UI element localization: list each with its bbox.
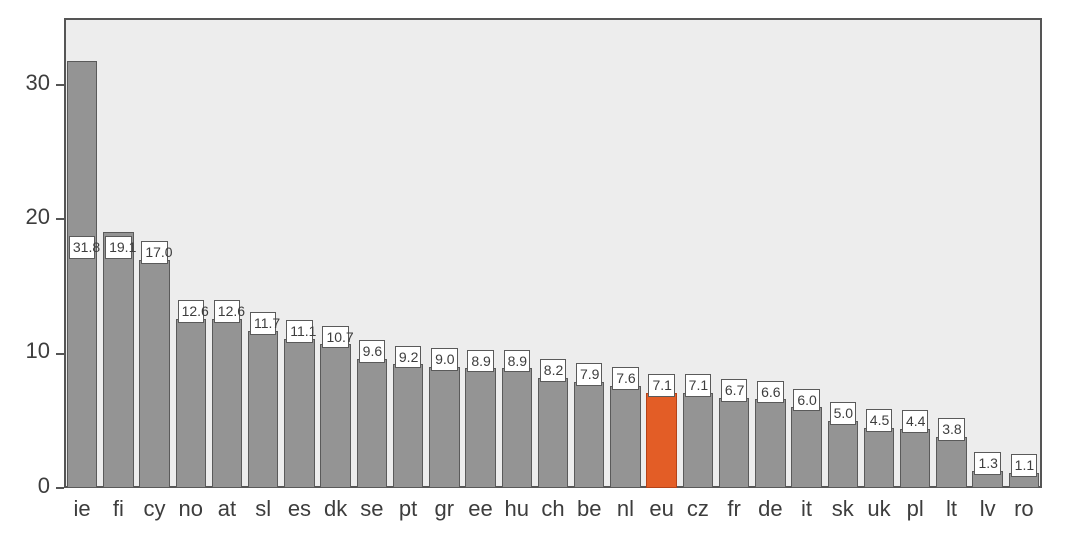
x-axis-label: gr (426, 496, 462, 522)
bar-value-label: 1.1 (1011, 454, 1037, 477)
bar-value-label: 11.1 (286, 320, 312, 343)
x-axis-label: eu (644, 496, 680, 522)
bar-value-label: 4.4 (902, 410, 928, 433)
x-axis-label: ch (535, 496, 571, 522)
x-axis-label: se (354, 496, 390, 522)
bar (393, 364, 423, 488)
bar-value-label: 6.6 (757, 381, 783, 404)
bar (791, 407, 821, 488)
bar-value-label: 3.8 (938, 418, 964, 441)
bar-value-label: 31.8 (69, 236, 95, 259)
x-axis-label: ee (462, 496, 498, 522)
bar (357, 359, 387, 488)
bar (900, 429, 930, 488)
bar-value-label: 8.9 (504, 350, 530, 373)
bar-value-label: 1.3 (974, 452, 1000, 475)
x-axis-label: dk (318, 496, 354, 522)
x-axis-label: de (752, 496, 788, 522)
bar-value-label: 6.0 (793, 389, 819, 412)
bar-value-label: 7.1 (685, 374, 711, 397)
x-axis-label: sk (825, 496, 861, 522)
bar-value-label: 7.1 (648, 374, 674, 397)
bar (502, 368, 532, 488)
bar-value-label: 9.2 (395, 346, 421, 369)
x-axis-label: be (571, 496, 607, 522)
y-tick-mark (56, 218, 64, 220)
y-tick-label: 0 (0, 473, 50, 499)
bar-value-label: 4.5 (866, 409, 892, 432)
y-tick-mark (56, 487, 64, 489)
bar-value-label: 6.7 (721, 379, 747, 402)
bar (212, 319, 242, 488)
x-axis-label: ro (1006, 496, 1042, 522)
bar-value-label: 9.6 (359, 340, 385, 363)
bar (248, 331, 278, 488)
bar-value-label: 5.0 (830, 402, 856, 425)
bar (284, 339, 314, 488)
x-axis-label: hu (499, 496, 535, 522)
bar (139, 260, 169, 488)
x-axis-label: sl (245, 496, 281, 522)
x-axis-label: cz (680, 496, 716, 522)
bar (574, 382, 604, 488)
bar (936, 437, 966, 488)
bar-value-label: 8.9 (467, 350, 493, 373)
bar (176, 319, 206, 488)
bar-highlight (646, 393, 676, 488)
y-tick-mark (56, 353, 64, 355)
x-axis-label: lv (970, 496, 1006, 522)
bar (683, 393, 713, 488)
y-tick-label: 20 (0, 204, 50, 230)
bar (755, 399, 785, 488)
bar-value-label: 8.2 (540, 359, 566, 382)
bar (465, 368, 495, 488)
bar (610, 386, 640, 488)
x-axis-label: nl (607, 496, 643, 522)
bar (719, 398, 749, 488)
bar-value-label: 11.7 (250, 312, 276, 335)
x-axis-label: pt (390, 496, 426, 522)
bar-value-label: 19.1 (105, 236, 131, 259)
x-axis-label: uk (861, 496, 897, 522)
y-tick-label: 10 (0, 338, 50, 364)
bar-value-label: 7.9 (576, 363, 602, 386)
bar (67, 61, 97, 488)
bar-value-label: 12.6 (214, 300, 240, 323)
bar (864, 428, 894, 488)
bar (103, 232, 133, 488)
bar (429, 367, 459, 488)
bar (320, 344, 350, 488)
y-tick-label: 30 (0, 70, 50, 96)
y-tick-mark (56, 84, 64, 86)
bar-value-label: 12.6 (178, 300, 204, 323)
x-axis-label: es (281, 496, 317, 522)
x-axis-label: pl (897, 496, 933, 522)
x-axis-label: no (173, 496, 209, 522)
bar (538, 378, 568, 488)
bar-value-label: 9.0 (431, 348, 457, 371)
x-axis-label: fr (716, 496, 752, 522)
bar-value-label: 17.0 (141, 241, 167, 264)
bar-value-label: 7.6 (612, 367, 638, 390)
bar-value-label: 10.7 (322, 326, 348, 349)
bar-chart: 0 10 20 30 31.8 19.1 17.0 12.6 12.6 11.7 11.1 10.7… (0, 0, 1076, 549)
x-axis-label: fi (100, 496, 136, 522)
x-axis-label: cy (136, 496, 172, 522)
x-axis-label: lt (933, 496, 969, 522)
x-axis-label: at (209, 496, 245, 522)
x-axis-label: it (788, 496, 824, 522)
x-axis-label: ie (64, 496, 100, 522)
bar (828, 421, 858, 488)
